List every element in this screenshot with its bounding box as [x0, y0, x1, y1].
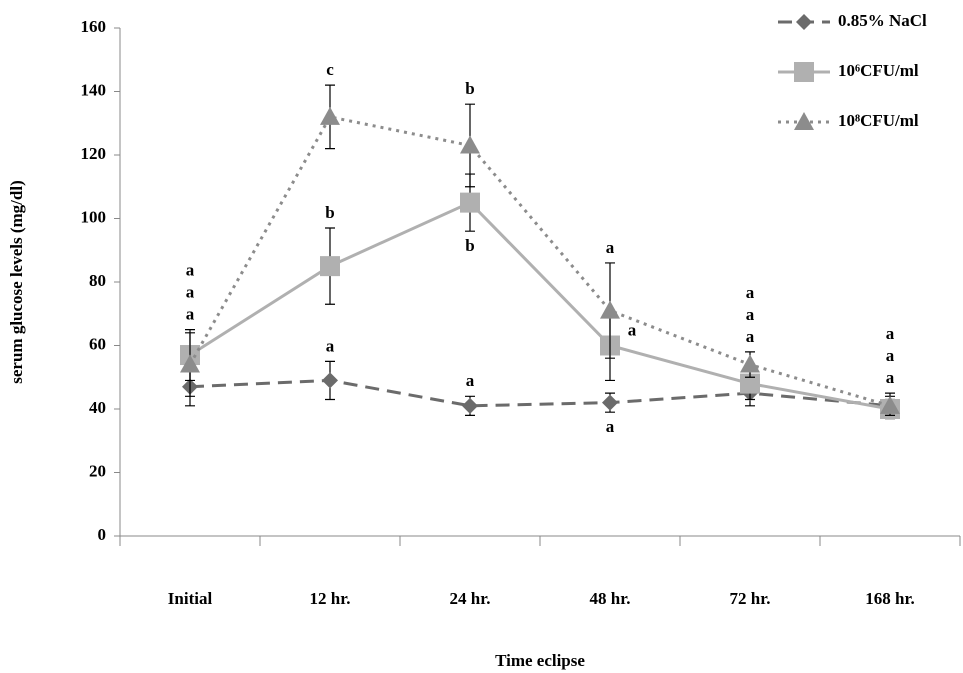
- significance-letter: a: [746, 283, 755, 302]
- significance-letter: b: [465, 79, 474, 98]
- data-point: [740, 355, 760, 373]
- y-axis-label: serum glucose levels (mg/dl): [7, 180, 26, 384]
- legend-marker: [796, 14, 812, 30]
- y-tick-label: 0: [98, 525, 107, 544]
- significance-letter: a: [326, 336, 335, 355]
- significance-letter: a: [746, 305, 755, 324]
- y-tick-label: 160: [81, 17, 107, 36]
- y-tick-label: 100: [81, 207, 107, 226]
- data-point: [320, 256, 340, 276]
- y-tick-label: 20: [89, 461, 106, 480]
- data-point: [460, 135, 480, 153]
- significance-letter: a: [628, 320, 637, 339]
- x-tick-label: 168 hr.: [865, 589, 914, 608]
- significance-letter: a: [186, 283, 195, 302]
- legend-marker: [794, 62, 814, 82]
- series-line: [190, 380, 890, 405]
- chart: Time eclipse serum glucose levels (mg/dl…: [0, 0, 963, 673]
- significance-letter: b: [325, 203, 334, 222]
- data-point: [602, 395, 618, 411]
- y-tick-label: 120: [81, 144, 107, 163]
- x-tick-label: 48 hr.: [590, 589, 631, 608]
- x-tick-label: 72 hr.: [730, 589, 771, 608]
- series-line: [190, 117, 890, 406]
- significance-letter: a: [886, 324, 895, 343]
- significance-letter: a: [606, 238, 615, 257]
- significance-letter: a: [466, 371, 475, 390]
- data-point: [322, 372, 338, 388]
- significance-letter: a: [186, 305, 195, 324]
- data-point: [460, 193, 480, 213]
- x-tick-label: 12 hr.: [310, 589, 351, 608]
- x-tick-label: Initial: [168, 589, 213, 608]
- x-axis-label: Time eclipse: [495, 651, 585, 670]
- y-tick-label: 140: [81, 80, 107, 99]
- significance-letter: a: [606, 417, 615, 436]
- legend-label: 10⁶CFU/ml: [838, 61, 919, 80]
- data-point: [462, 398, 478, 414]
- data-point: [320, 107, 340, 125]
- significance-letter: a: [746, 327, 755, 346]
- legend-label: 10⁸CFU/ml: [838, 111, 919, 130]
- y-tick-label: 60: [89, 334, 106, 353]
- significance-letter: c: [326, 60, 334, 79]
- x-tick-label: 24 hr.: [450, 589, 491, 608]
- y-tick-label: 80: [89, 271, 106, 290]
- page: {"chart_data": {"type": "line", "x_label…: [0, 0, 963, 673]
- series-line: [190, 203, 890, 409]
- significance-letter: b: [465, 236, 474, 255]
- significance-letter: a: [886, 368, 895, 387]
- legend-label: 0.85% NaCl: [838, 11, 927, 30]
- significance-letter: a: [886, 346, 895, 365]
- y-tick-label: 40: [89, 398, 106, 417]
- significance-letter: a: [186, 261, 195, 280]
